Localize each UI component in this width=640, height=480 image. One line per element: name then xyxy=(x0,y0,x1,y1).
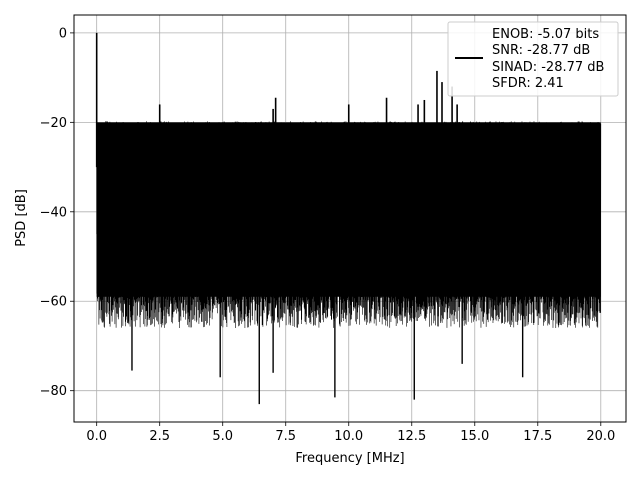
x-tick-label: 5.0 xyxy=(212,429,233,444)
y-tick-label: −80 xyxy=(40,384,67,399)
legend-line-enob: ENOB: -5.07 bits xyxy=(492,27,599,42)
y-tick-label: −20 xyxy=(40,116,67,131)
y-axis-label: PSD [dB] xyxy=(14,189,29,247)
x-tick-label: 0.0 xyxy=(86,429,107,444)
x-tick-label: 20.0 xyxy=(586,429,615,444)
x-tick-label: 2.5 xyxy=(149,429,170,444)
y-tick-label: −60 xyxy=(40,295,67,310)
x-axis-label: Frequency [MHz] xyxy=(295,451,404,466)
x-tick-label: 10.0 xyxy=(334,429,363,444)
x-tick-label: 15.0 xyxy=(460,429,489,444)
x-tick-label: 17.5 xyxy=(523,429,552,444)
legend: ENOB: -5.07 bits SNR: -28.77 dB SINAD: -… xyxy=(447,21,619,97)
legend-line-sinad: SINAD: -28.77 dB xyxy=(492,60,604,75)
y-tick-label: −40 xyxy=(40,205,67,220)
x-axis-ticks: 0.0 2.5 5.0 7.5 10.0 12.5 15.0 17.5 20.0 xyxy=(86,422,615,444)
psd-trace xyxy=(95,32,602,405)
legend-line-sfdr: SFDR: 2.41 xyxy=(492,76,564,91)
y-tick-label: 0 xyxy=(59,26,67,41)
legend-box xyxy=(447,21,619,97)
y-axis-ticks: 0 −20 −40 −60 −80 xyxy=(40,26,74,399)
legend-line-snr: SNR: -28.77 dB xyxy=(492,43,590,58)
plot-frame xyxy=(73,14,627,423)
x-tick-label: 7.5 xyxy=(275,429,296,444)
x-tick-label: 12.5 xyxy=(397,429,426,444)
